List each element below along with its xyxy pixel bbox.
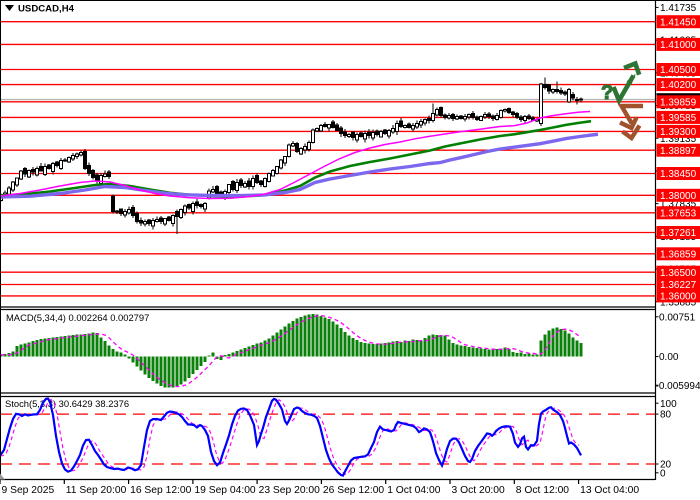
- svg-text:1.35885: 1.35885: [660, 297, 697, 308]
- svg-text:23 Sep 20:00: 23 Sep 20:00: [259, 485, 321, 496]
- svg-text:1.37261: 1.37261: [660, 228, 697, 239]
- svg-text:1.36859: 1.36859: [660, 249, 697, 260]
- svg-text:1.41450: 1.41450: [660, 17, 697, 28]
- svg-text:13 Oct 04:00: 13 Oct 04:00: [580, 485, 639, 496]
- svg-text:Stoch(5,3,3) 30.6429 38.2376: Stoch(5,3,3) 30.6429 38.2376: [5, 398, 129, 409]
- svg-text:1.40200: 1.40200: [660, 80, 697, 91]
- svg-text:1.37653: 1.37653: [660, 208, 697, 219]
- svg-text:1.41000: 1.41000: [660, 40, 697, 51]
- svg-text:3 Oct 20:00: 3 Oct 20:00: [452, 485, 506, 496]
- svg-text:16 Sep 12:00: 16 Sep 12:00: [130, 485, 192, 496]
- svg-text:100: 100: [660, 399, 677, 410]
- svg-text:1.36500: 1.36500: [660, 268, 697, 279]
- svg-text:11 Sep 20:00: 11 Sep 20:00: [66, 485, 127, 496]
- svg-text:0.00751: 0.00751: [659, 312, 696, 323]
- svg-text:1.40500: 1.40500: [660, 65, 697, 76]
- svg-text:1.39300: 1.39300: [660, 127, 697, 138]
- svg-text:-0.005994: -0.005994: [656, 381, 700, 392]
- svg-text:1.38450: 1.38450: [660, 169, 697, 180]
- svg-text:0.00: 0.00: [659, 352, 679, 363]
- svg-text:26 Sep 12:00: 26 Sep 12:00: [323, 485, 385, 496]
- svg-text:1.36227: 1.36227: [660, 280, 697, 291]
- svg-text:USDCAD,H4: USDCAD,H4: [18, 4, 75, 15]
- svg-text:8 Oct 12:00: 8 Oct 12:00: [516, 485, 570, 496]
- svg-text:1.38897: 1.38897: [660, 146, 697, 157]
- svg-text:MACD(5,34,4) 0.002264 0.002797: MACD(5,34,4) 0.002264 0.002797: [6, 312, 149, 323]
- svg-text:1.39585: 1.39585: [660, 113, 697, 124]
- svg-text:?: ?: [601, 82, 613, 104]
- svg-text:9 Sep 2025: 9 Sep 2025: [2, 485, 55, 496]
- svg-text:1.39859: 1.39859: [660, 97, 697, 108]
- svg-text:19 Sep 04:00: 19 Sep 04:00: [194, 485, 256, 496]
- svg-text:1.41735: 1.41735: [660, 3, 697, 14]
- svg-text:1.36000: 1.36000: [660, 292, 697, 303]
- svg-text:1.37835: 1.37835: [660, 199, 697, 210]
- svg-text:1.39135: 1.39135: [660, 134, 697, 145]
- svg-text:1 Oct 04:00: 1 Oct 04:00: [387, 485, 441, 496]
- svg-text:80: 80: [660, 410, 672, 421]
- svg-text:0: 0: [660, 468, 666, 479]
- svg-text:20: 20: [660, 460, 672, 471]
- svg-text:1.38000: 1.38000: [660, 191, 697, 202]
